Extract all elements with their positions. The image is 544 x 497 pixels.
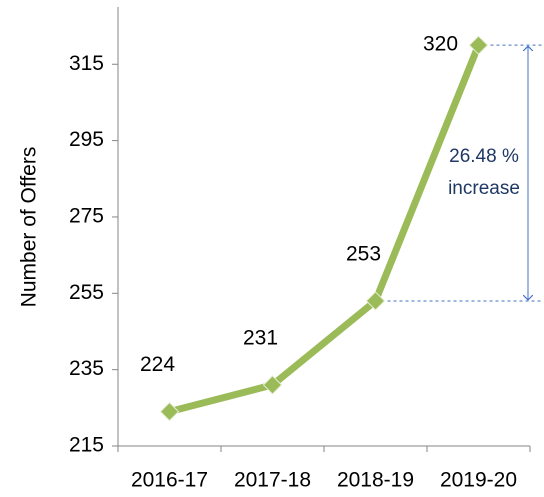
data-label: 224 <box>140 353 175 376</box>
data-label: 320 <box>423 33 458 56</box>
annotation-text: increase <box>448 178 520 199</box>
x-tick-label: 2017-18 <box>234 469 311 492</box>
y-tick-label: 315 <box>69 52 104 75</box>
marker <box>365 291 386 311</box>
y-axis-label: Number of Offers <box>18 147 41 308</box>
x-tick-label: 2016-17 <box>131 469 208 492</box>
marker <box>159 401 180 422</box>
y-tick-label: 235 <box>69 357 104 380</box>
data-label: 231 <box>243 326 278 349</box>
y-tick-label: 295 <box>69 128 104 151</box>
y-tick-label: 215 <box>69 434 104 457</box>
x-tick-label: 2018-19 <box>337 469 414 492</box>
x-tick-label: 2019-20 <box>440 469 517 492</box>
marker <box>262 375 283 395</box>
y-tick-label: 275 <box>69 205 104 228</box>
annotation-text: 26.48 % <box>449 146 519 167</box>
marker <box>468 35 489 55</box>
data-label: 253 <box>346 242 381 265</box>
y-tick-label: 255 <box>69 281 104 304</box>
line <box>168 43 482 416</box>
